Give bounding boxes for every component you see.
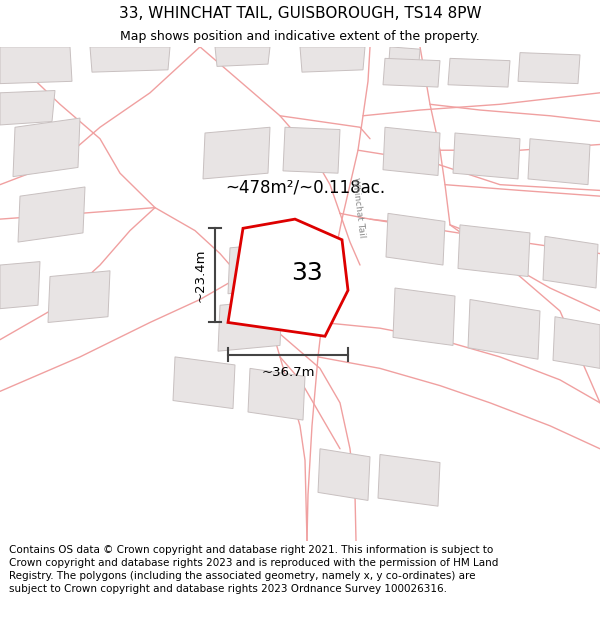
Polygon shape (300, 47, 365, 72)
Text: ~36.7m: ~36.7m (261, 366, 315, 379)
Polygon shape (458, 225, 530, 276)
Polygon shape (543, 236, 598, 288)
Polygon shape (383, 127, 440, 176)
Polygon shape (468, 299, 540, 359)
Polygon shape (378, 454, 440, 506)
Polygon shape (203, 127, 270, 179)
Text: ~23.4m: ~23.4m (194, 249, 207, 302)
Polygon shape (248, 368, 305, 420)
Polygon shape (215, 47, 270, 66)
Polygon shape (0, 47, 72, 84)
Polygon shape (228, 242, 295, 294)
Polygon shape (518, 52, 580, 84)
Polygon shape (453, 133, 520, 179)
Polygon shape (386, 213, 445, 265)
Polygon shape (18, 187, 85, 242)
Text: 33, WHINCHAT TAIL, GUISBOROUGH, TS14 8PW: 33, WHINCHAT TAIL, GUISBOROUGH, TS14 8PW (119, 6, 481, 21)
Text: Whinchat Tail: Whinchat Tail (350, 177, 366, 238)
Polygon shape (13, 118, 80, 177)
Polygon shape (0, 91, 55, 125)
Polygon shape (90, 47, 170, 72)
Polygon shape (448, 58, 510, 87)
Polygon shape (318, 449, 370, 501)
Polygon shape (393, 288, 455, 346)
Polygon shape (218, 299, 282, 351)
Polygon shape (48, 271, 110, 322)
Polygon shape (228, 219, 348, 336)
Text: Contains OS data © Crown copyright and database right 2021. This information is : Contains OS data © Crown copyright and d… (9, 545, 499, 594)
Polygon shape (173, 357, 235, 409)
Polygon shape (553, 317, 600, 368)
Text: 33: 33 (291, 261, 323, 285)
Polygon shape (528, 139, 590, 184)
Polygon shape (283, 127, 340, 173)
Polygon shape (383, 58, 440, 87)
Polygon shape (388, 47, 420, 76)
Polygon shape (0, 262, 40, 309)
Text: ~478m²/~0.118ac.: ~478m²/~0.118ac. (225, 178, 385, 196)
Text: Map shows position and indicative extent of the property.: Map shows position and indicative extent… (120, 30, 480, 43)
